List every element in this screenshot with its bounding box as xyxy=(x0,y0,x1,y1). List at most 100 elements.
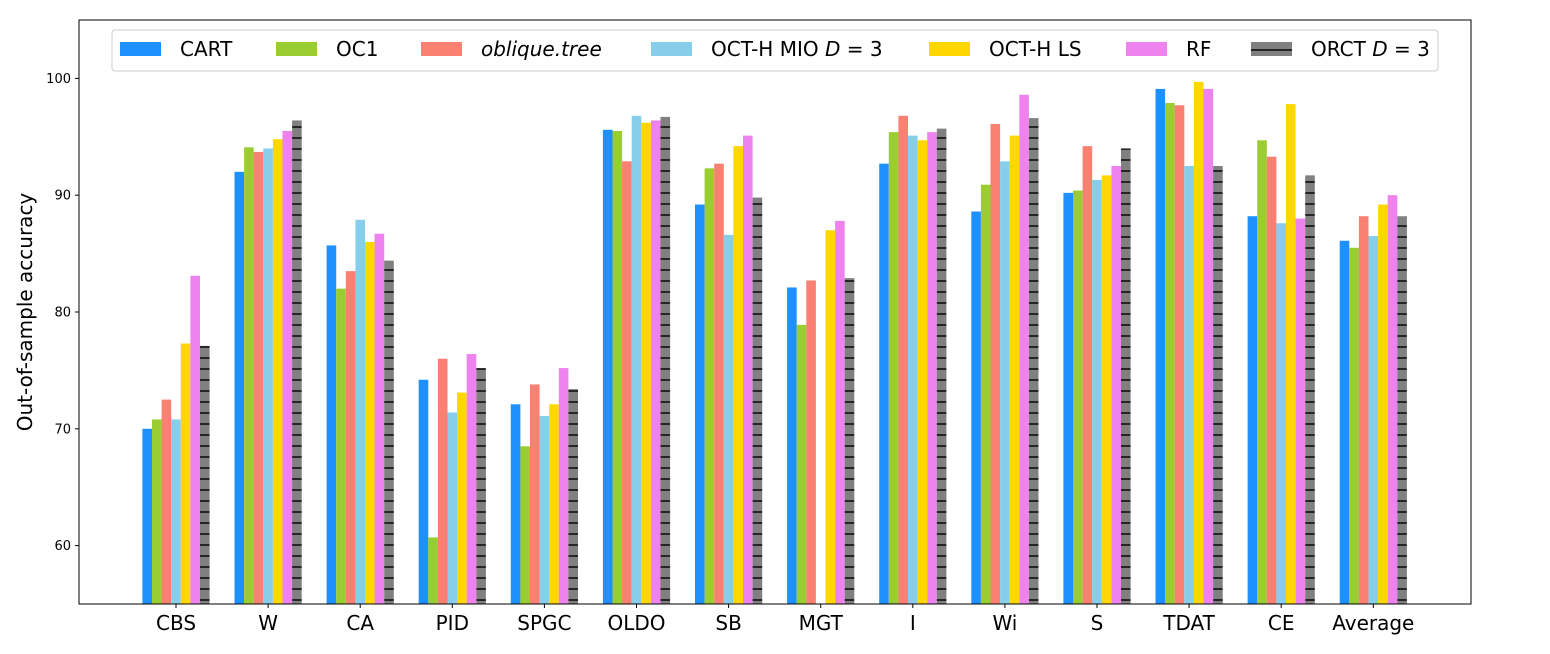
bar-tdat-oct-h-mio-d-3 xyxy=(1184,166,1194,604)
bar-cbs-oc1 xyxy=(152,419,162,604)
bar-average-cart xyxy=(1339,240,1350,604)
bar-cbs-oct-h-mio-d-3 xyxy=(171,419,181,604)
bar-ca-cart xyxy=(326,245,337,605)
legend-swatch xyxy=(421,42,462,56)
bar-mgt-oc1 xyxy=(796,324,807,604)
y-tick-label: 100 xyxy=(46,72,71,87)
bars-layer xyxy=(142,81,1407,605)
bar-ce-cart xyxy=(1247,216,1258,604)
legend-swatch xyxy=(1251,42,1292,56)
bar-pid-oc1 xyxy=(428,537,438,604)
bar-oldo-oct-h-ls xyxy=(641,122,651,604)
bar-cbs-rf xyxy=(190,275,200,604)
bar-sb-cart xyxy=(695,204,705,605)
bar-tdat-oblique-tree xyxy=(1174,105,1185,604)
bar-average-oct-h-mio-d-3 xyxy=(1368,236,1379,604)
bar-wi-oct-h-ls xyxy=(1009,135,1020,604)
bar-s-orct-d-3 xyxy=(1121,148,1131,605)
x-tick-label: PID xyxy=(436,611,469,635)
bar-spgc-cart xyxy=(510,404,521,604)
bar-i-oct-h-mio-d-3 xyxy=(908,135,918,604)
bar-average-oc1 xyxy=(1349,247,1359,604)
y-tick-label: 70 xyxy=(54,422,71,437)
bar-average-oblique-tree xyxy=(1358,216,1369,604)
bar-tdat-oc1 xyxy=(1165,102,1175,605)
bar-tdat-oct-h-ls xyxy=(1193,81,1204,604)
bar-wi-orct-d-3 xyxy=(1028,118,1039,605)
bar-spgc-rf xyxy=(558,368,569,604)
bar-wi-rf xyxy=(1019,94,1029,604)
bar-cbs-orct-d-3 xyxy=(200,345,210,604)
bar-ca-oct-h-mio-d-3 xyxy=(355,219,365,605)
legend-swatch xyxy=(651,42,692,56)
bar-pid-oct-h-mio-d-3 xyxy=(447,412,458,604)
bar-spgc-orct-d-3 xyxy=(568,389,578,604)
legend-label: RF xyxy=(1186,37,1211,61)
x-axis: CBS W CA PID SPGC OLDO SB MGT I Wi S TDAT CE Average xyxy=(156,604,1414,635)
bar-w-oct-h-mio-d-3 xyxy=(263,148,273,605)
bar-ca-rf xyxy=(374,233,385,605)
bar-w-oc1 xyxy=(244,147,254,604)
x-tick-label: CBS xyxy=(156,611,196,635)
y-tick-label: 80 xyxy=(54,306,71,321)
legend-label: OCT-H MIO D = 3 xyxy=(711,37,883,61)
bar-s-oblique-tree xyxy=(1082,146,1093,604)
bar-mgt-oblique-tree xyxy=(806,280,816,604)
bar-sb-oc1 xyxy=(704,168,715,604)
bar-w-rf xyxy=(282,130,293,604)
bar-pid-oblique-tree xyxy=(437,358,448,604)
bar-tdat-cart xyxy=(1155,88,1166,604)
x-tick-label: TDAT xyxy=(1162,611,1215,635)
bar-oldo-oct-h-mio-d-3 xyxy=(631,115,642,604)
bar-pid-cart xyxy=(418,379,429,604)
bar-w-oblique-tree xyxy=(253,151,264,605)
bar-wi-oblique-tree xyxy=(990,123,1001,604)
x-tick-label: CA xyxy=(346,611,374,635)
x-tick-label: Wi xyxy=(992,611,1017,635)
y-tick-label: 90 xyxy=(54,189,71,204)
legend-label: ORCT D = 3 xyxy=(1311,37,1430,61)
x-tick-label: CE xyxy=(1268,611,1295,635)
bar-spgc-oct-h-mio-d-3 xyxy=(539,415,550,604)
bar-spgc-oc1 xyxy=(520,446,530,604)
bar-sb-oblique-tree xyxy=(714,163,724,604)
bar-oldo-oblique-tree xyxy=(622,161,632,604)
bar-average-rf xyxy=(1387,195,1398,604)
bar-wi-oct-h-mio-d-3 xyxy=(1000,161,1010,604)
bar-pid-oct-h-ls xyxy=(457,392,467,604)
y-axis: 60 70 80 90 100 xyxy=(46,72,79,554)
y-axis-label: Out-of-sample accuracy xyxy=(13,193,37,432)
bar-i-rf xyxy=(927,132,937,604)
bar-tdat-rf xyxy=(1203,88,1214,604)
bar-ce-oc1 xyxy=(1257,140,1267,605)
legend-swatch xyxy=(276,42,317,56)
legend-swatch xyxy=(929,42,970,56)
bar-s-rf xyxy=(1111,166,1121,604)
bar-pid-orct-d-3 xyxy=(476,368,486,604)
bar-ce-rf xyxy=(1295,218,1306,604)
x-tick-label: OLDO xyxy=(607,611,665,635)
bar-i-oblique-tree xyxy=(898,115,908,604)
bar-w-orct-d-3 xyxy=(292,120,302,604)
bar-mgt-orct-d-3 xyxy=(844,278,855,604)
legend-swatch xyxy=(120,42,161,56)
bar-i-cart xyxy=(879,163,889,604)
bar-average-oct-h-ls xyxy=(1378,204,1388,605)
bar-mgt-oct-h-ls xyxy=(825,230,836,605)
x-tick-label: SPGC xyxy=(517,611,571,635)
bar-tdat-orct-d-3 xyxy=(1213,166,1223,604)
bar-s-cart xyxy=(1063,192,1073,605)
legend-label: OCT-H LS xyxy=(989,37,1082,61)
bar-ce-orct-d-3 xyxy=(1305,175,1315,604)
bar-sb-oct-h-mio-d-3 xyxy=(723,234,734,604)
y-tick-label: 60 xyxy=(54,539,71,554)
bar-ce-oct-h-ls xyxy=(1286,104,1296,604)
bar-w-oct-h-ls xyxy=(272,139,283,604)
bar-spgc-oblique-tree xyxy=(530,384,540,604)
bar-ca-oct-h-ls xyxy=(365,241,375,605)
bar-cbs-oblique-tree xyxy=(161,399,172,604)
legend-label: CART xyxy=(180,37,233,61)
bar-pid-rf xyxy=(466,354,477,604)
bar-wi-cart xyxy=(971,211,981,605)
